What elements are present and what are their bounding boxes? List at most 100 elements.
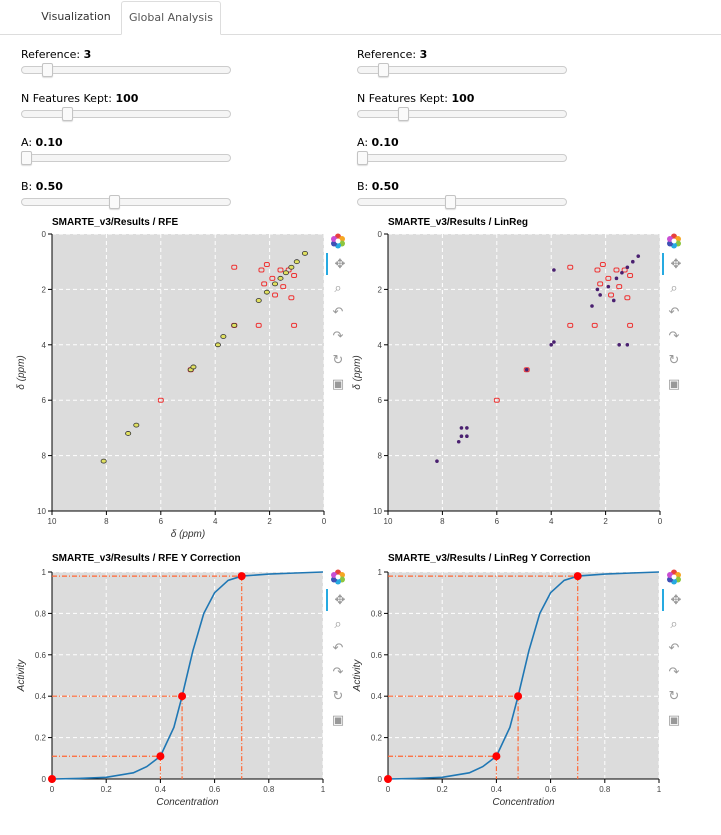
contour-peak	[605, 275, 612, 281]
slider-handle[interactable]	[378, 63, 389, 77]
y-tick-label: 0.8	[371, 609, 383, 618]
x-tick-label: 0.8	[263, 785, 275, 794]
corr-plot-title-left: SMARTE_v3/Results / RFE Y Correction	[52, 553, 241, 564]
x-tick-label: 10	[48, 517, 57, 526]
reference-value-right: 3	[419, 48, 428, 61]
reference-slider-left[interactable]	[21, 63, 231, 77]
box-zoom-icon[interactable]: ⌕	[670, 616, 678, 632]
feature-point	[552, 340, 556, 344]
slider-handle[interactable]	[62, 107, 73, 121]
slider-handle[interactable]	[109, 195, 120, 209]
redo-icon[interactable]: ↷	[668, 664, 680, 680]
x-tick-label: 0.2	[101, 785, 113, 794]
n-features-value-right: 100	[451, 92, 475, 105]
contour-peak	[261, 281, 268, 287]
n-features-label-left: N Features Kept: 100	[21, 92, 139, 105]
y-tick-label: 6	[42, 396, 47, 405]
box-zoom-icon[interactable]: ⌕	[334, 616, 342, 632]
feature-point	[231, 323, 238, 328]
b-slider-right[interactable]	[357, 195, 567, 209]
undo-icon[interactable]: ↶	[668, 304, 680, 320]
slider-handle[interactable]	[445, 195, 456, 209]
n-features-slider-left[interactable]	[21, 107, 231, 121]
undo-icon[interactable]: ↶	[668, 640, 680, 656]
contour-peak	[291, 322, 298, 328]
contour-peak	[231, 264, 238, 270]
correction-plot-linreg[interactable]: 0 0.2 0.4 0.6 0.8 1 0 0.2 0.4 0.6 0.8 1 Concentratio…	[350, 564, 666, 820]
contour-peak	[616, 284, 623, 290]
y-tick-label: 4	[42, 341, 47, 350]
reference-slider-right[interactable]	[357, 63, 567, 77]
tab-visualization[interactable]: Visualization	[41, 10, 111, 23]
y-tick-label: 6	[378, 396, 383, 405]
contour-peak	[591, 322, 598, 328]
b-label-left: B: 0.50	[21, 180, 63, 193]
x-tick-label: 0.6	[209, 785, 221, 794]
feature-point	[214, 342, 221, 348]
b-slider-left[interactable]	[21, 195, 231, 209]
contour-peak	[567, 322, 574, 328]
x-tick-label: 0	[658, 517, 663, 526]
save-icon[interactable]: ▣	[667, 712, 681, 728]
undo-icon[interactable]: ↶	[332, 304, 344, 320]
y-tick-label: 0.6	[35, 651, 47, 660]
pan-icon[interactable]: ✥	[662, 253, 688, 275]
y-tick-label: 10	[37, 507, 46, 516]
save-icon[interactable]: ▣	[331, 376, 345, 392]
corr-plot-title-right: SMARTE_v3/Results / LinReg Y Correction	[388, 553, 591, 564]
redo-icon[interactable]: ↷	[332, 664, 344, 680]
feature-point	[590, 304, 594, 308]
contour-peak	[269, 275, 276, 281]
save-icon[interactable]: ▣	[667, 376, 681, 392]
n-features-slider-right[interactable]	[357, 107, 567, 121]
nmr-plot-rfe[interactable]: 10 8 6 4 2 0 0 2 4 6 8 10 δ (ppm) δ (ppm)	[14, 228, 330, 548]
b-label-right: B: 0.50	[357, 180, 399, 193]
sigmoid-curve	[51, 571, 324, 780]
x-tick-label: 1	[321, 785, 326, 794]
contour-peak	[288, 295, 295, 301]
y-tick-label: 0	[42, 230, 47, 239]
x-axis-label: δ (ppm)	[171, 529, 205, 540]
x-tick-label: 10	[384, 517, 393, 526]
contour-peak	[621, 267, 628, 273]
y-axis-label: δ (ppm)	[352, 355, 363, 389]
x-tick-label: 0	[386, 785, 391, 794]
bokeh-logo-icon	[326, 566, 350, 588]
reset-icon[interactable]: ↻	[668, 688, 680, 704]
y-tick-label: 4	[378, 341, 383, 350]
pan-icon[interactable]: ✥	[326, 253, 352, 275]
x-axis-label: Concentration	[156, 797, 219, 808]
y-tick-label: 0.8	[35, 609, 47, 618]
tab-global-analysis[interactable]: Global Analysis	[121, 1, 221, 35]
contour-peak	[277, 267, 284, 273]
contour-peak	[258, 267, 265, 273]
box-zoom-icon[interactable]: ⌕	[670, 280, 678, 296]
redo-icon[interactable]: ↷	[668, 328, 680, 344]
correction-plot-rfe[interactable]: 0 0.2 0.4 0.6 0.8 1 0 0.2 0.4 0.6 0.8 1 Concentratio…	[14, 564, 330, 820]
slider-handle[interactable]	[21, 151, 32, 165]
undo-icon[interactable]: ↶	[332, 640, 344, 656]
slider-handle[interactable]	[398, 107, 409, 121]
slider-handle[interactable]	[42, 63, 53, 77]
save-icon[interactable]: ▣	[331, 712, 345, 728]
feature-point	[620, 270, 624, 275]
contour-peak	[567, 264, 574, 270]
correction-point	[178, 692, 187, 701]
correction-point	[492, 752, 501, 761]
reset-icon[interactable]: ↻	[332, 688, 344, 704]
a-slider-right[interactable]	[357, 151, 567, 165]
redo-icon[interactable]: ↷	[332, 328, 344, 344]
feature-point	[614, 276, 619, 281]
a-slider-left[interactable]	[21, 151, 231, 165]
feature-point	[598, 293, 602, 297]
feature-point	[456, 439, 461, 444]
pan-icon[interactable]: ✥	[662, 589, 688, 611]
box-zoom-icon[interactable]: ⌕	[334, 280, 342, 296]
reset-icon[interactable]: ↻	[668, 352, 680, 368]
y-axis-label: Activity	[16, 659, 27, 693]
reset-icon[interactable]: ↻	[332, 352, 344, 368]
feature-point	[625, 343, 630, 347]
slider-handle[interactable]	[357, 151, 368, 165]
pan-icon[interactable]: ✥	[326, 589, 352, 611]
nmr-plot-linreg[interactable]: 10 8 6 4 2 0 0 2 4 6 8 10 δ (ppm)	[350, 228, 666, 548]
